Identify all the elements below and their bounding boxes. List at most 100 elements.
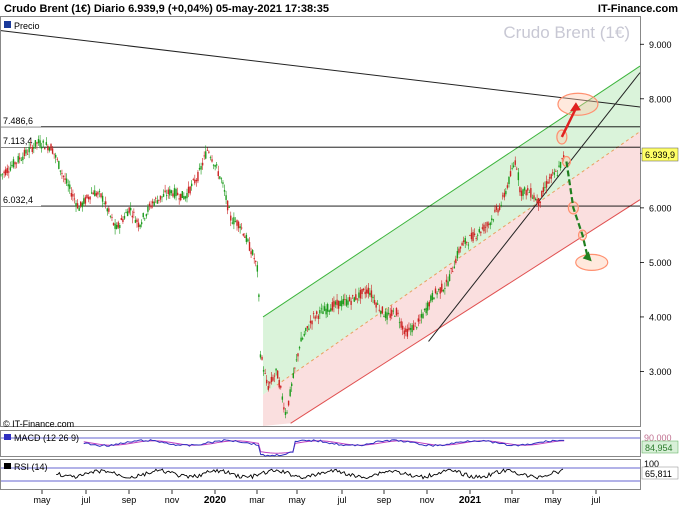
- candle-body: [131, 215, 133, 218]
- candle-body: [473, 233, 476, 235]
- x-tick-label: mar: [504, 495, 520, 505]
- candle-body: [559, 162, 562, 168]
- candle-body: [108, 208, 110, 212]
- candle-body: [380, 310, 382, 315]
- candle-body: [359, 290, 362, 299]
- candle-body: [12, 159, 15, 168]
- candle-body: [75, 202, 77, 207]
- candle-body: [411, 325, 413, 333]
- candle-body: [448, 274, 451, 282]
- level-label: 7.113,4: [3, 136, 32, 146]
- rsi-value-tag: [641, 466, 679, 480]
- candle-body: [239, 226, 241, 229]
- candle-body: [159, 195, 162, 200]
- candle-body: [519, 187, 521, 193]
- candle-body: [323, 306, 326, 311]
- level-label: 7.486,6: [3, 116, 33, 126]
- brand-label[interactable]: IT-Finance.com: [598, 3, 678, 15]
- candle-body: [8, 171, 10, 173]
- candle-body: [311, 320, 313, 325]
- candle-body: [276, 370, 279, 379]
- candle-body: [1, 173, 4, 175]
- trendline: [0, 30, 641, 108]
- candle-body: [184, 196, 187, 199]
- y-tick-label: 5.000: [649, 258, 672, 268]
- candle-body: [209, 157, 212, 159]
- candle-body: [453, 266, 455, 269]
- candle-body: [205, 151, 207, 159]
- candle-body: [69, 184, 71, 189]
- candle-body: [89, 196, 91, 200]
- candle-body: [319, 310, 321, 314]
- macd-title: MACD (12 26 9): [14, 433, 79, 443]
- candle-body: [195, 179, 198, 182]
- channel-lower-line: [290, 199, 641, 424]
- candle-body: [500, 204, 502, 206]
- candle-body: [180, 193, 182, 201]
- candle-body: [425, 307, 427, 314]
- candle-body: [125, 212, 127, 213]
- x-tick-label: may: [544, 495, 562, 505]
- candle-body: [266, 379, 268, 384]
- candle-body: [150, 205, 152, 208]
- candle-body: [234, 221, 237, 222]
- candle-body: [53, 153, 55, 155]
- candle-body: [542, 187, 545, 192]
- candle-body: [514, 160, 516, 165]
- candle-body: [458, 248, 460, 253]
- candle-body: [294, 367, 296, 369]
- candle-body: [3, 171, 5, 174]
- candle-body: [552, 172, 554, 174]
- candle-body: [498, 205, 501, 210]
- candle-body: [212, 164, 215, 166]
- candle-body: [73, 198, 76, 200]
- candle-body: [86, 194, 88, 198]
- candle-body: [484, 226, 487, 228]
- candle-body: [137, 222, 140, 228]
- candle-body: [256, 265, 259, 272]
- candle-body: [472, 232, 474, 242]
- chart-title: Crudo Brent (1€) Diario 6.939,9 (+0,04%)…: [4, 3, 329, 15]
- candles-layer: [0, 134, 565, 419]
- rsi-line: [56, 468, 564, 480]
- candle-body: [39, 140, 41, 147]
- candle-body: [397, 312, 399, 314]
- targets-layer: [556, 92, 609, 271]
- candle-body: [29, 144, 32, 146]
- candle-body: [328, 310, 330, 312]
- candle-body: [423, 308, 426, 311]
- rsi-panel-frame: [0, 459, 641, 490]
- candle-body: [67, 184, 69, 187]
- macd-value-label: 90.000: [644, 433, 672, 443]
- candle-body: [6, 167, 8, 173]
- candle-body: [334, 301, 337, 305]
- candle-body: [403, 330, 405, 335]
- candle-body: [72, 194, 74, 197]
- candle-body: [156, 200, 159, 204]
- candle-body: [161, 196, 163, 198]
- candle-body: [309, 320, 312, 324]
- candle-body: [386, 312, 388, 320]
- candle-body: [236, 220, 238, 226]
- candle-body: [417, 318, 420, 322]
- candle-body: [436, 292, 438, 295]
- candle-body: [170, 190, 173, 194]
- target-circle: [557, 92, 599, 116]
- candle-body: [172, 193, 174, 197]
- candle-body: [31, 146, 33, 153]
- footer-brand[interactable]: © IT-Finance.com: [3, 419, 74, 429]
- candle-body: [384, 311, 387, 319]
- candle-body: [470, 232, 473, 240]
- candle-body: [531, 197, 534, 199]
- candle-body: [81, 202, 83, 208]
- macd-line: [83, 439, 565, 457]
- candle-body: [475, 238, 477, 239]
- candle-body: [206, 149, 209, 151]
- candle-body: [36, 142, 38, 144]
- candle-body: [51, 148, 54, 154]
- candle-body: [289, 389, 291, 397]
- candle-body: [122, 218, 124, 222]
- candle-body: [303, 333, 305, 336]
